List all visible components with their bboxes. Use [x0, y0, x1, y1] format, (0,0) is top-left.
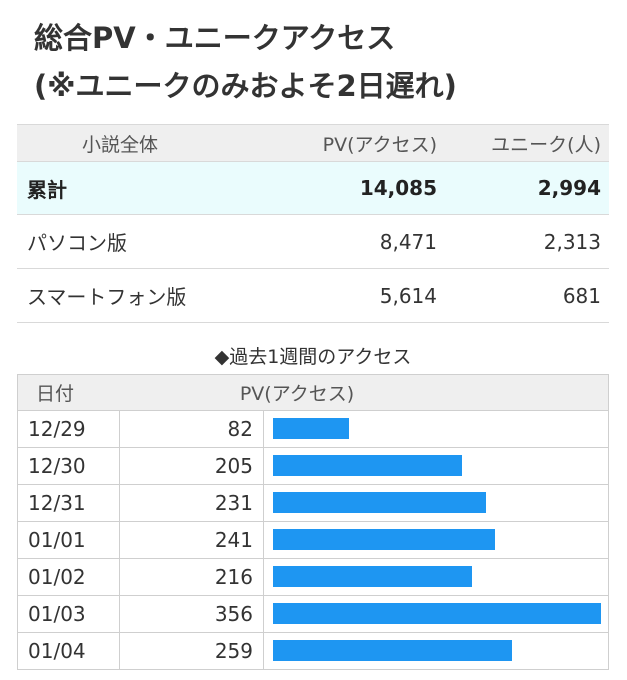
summary-row-pv: 5,614 — [379, 283, 437, 308]
weekly-pv-bar — [273, 418, 349, 439]
summary-header-unique: ユニーク(人) — [491, 133, 601, 156]
page-heading: 総合PV・ユニークアクセス (※ユニークのみおよそ2日遅れ) — [34, 14, 614, 110]
heading-line-2: (※ユニークのみおよそ2日遅れ) — [34, 69, 457, 103]
weekly-row-bar-cell — [264, 559, 608, 595]
weekly-pv-bar — [273, 603, 601, 624]
weekly-row-pv: 259 — [120, 633, 264, 669]
weekly-row-bar-cell — [264, 485, 608, 521]
summary-header-row: 小説全体 PV(アクセス) ユニーク(人) — [17, 124, 609, 162]
weekly-rows: 12/29 82 12/30 205 12/31 231 01/01 241 01/02 216 0… — [18, 411, 608, 670]
weekly-access-table: 日付 PV(アクセス) 12/29 82 12/30 205 12/31 231 01/01… — [17, 374, 609, 670]
summary-row-pv: 14,085 — [359, 176, 437, 200]
summary-table: 小説全体 PV(アクセス) ユニーク(人) 累計 14,085 2,994 パソ… — [17, 124, 609, 323]
weekly-row: 01/04 259 — [18, 633, 608, 670]
weekly-pv-bar — [273, 529, 495, 550]
weekly-row-pv: 231 — [120, 485, 264, 521]
weekly-row-date: 12/29 — [18, 411, 120, 447]
weekly-pv-bar — [273, 492, 486, 513]
summary-row-pc: パソコン版 8,471 2,313 — [17, 215, 609, 269]
summary-row-label: パソコン版 — [27, 231, 127, 255]
weekly-row-pv: 205 — [120, 448, 264, 484]
summary-row-label: 累計 — [27, 177, 67, 202]
weekly-section-title: ◆過去1週間のアクセス — [214, 346, 412, 368]
weekly-row: 12/30 205 — [18, 448, 608, 485]
weekly-row-bar-cell — [264, 411, 608, 447]
weekly-header-date: 日付 — [36, 383, 75, 405]
weekly-row-pv: 356 — [120, 596, 264, 632]
weekly-row-date: 01/01 — [18, 522, 120, 558]
weekly-row-date: 12/31 — [18, 485, 120, 521]
weekly-row-bar-cell — [264, 448, 608, 484]
weekly-row-date: 01/03 — [18, 596, 120, 632]
summary-row-pv: 8,471 — [379, 229, 437, 254]
summary-header-category: 小説全体 — [81, 133, 158, 156]
weekly-row-date: 01/04 — [18, 633, 120, 669]
summary-header-pv: PV(アクセス) — [322, 133, 437, 156]
weekly-row-date: 01/02 — [18, 559, 120, 595]
summary-row-label: スマートフォン版 — [27, 285, 187, 309]
weekly-row: 12/31 231 — [18, 485, 608, 522]
weekly-header-row: 日付 PV(アクセス) — [18, 374, 608, 411]
weekly-row-bar-cell — [264, 596, 608, 632]
weekly-row-pv: 82 — [120, 411, 264, 447]
weekly-header-pv: PV(アクセス) — [239, 383, 355, 405]
weekly-row: 01/01 241 — [18, 522, 608, 559]
summary-row-total: 累計 14,085 2,994 — [17, 162, 609, 215]
weekly-row-bar-cell — [264, 633, 608, 669]
weekly-row-pv: 241 — [120, 522, 264, 558]
weekly-row: 12/29 82 — [18, 411, 608, 448]
weekly-row: 01/02 216 — [18, 559, 608, 596]
summary-row-unique: 2,994 — [537, 176, 601, 200]
summary-row-smartphone: スマートフォン版 5,614 681 — [17, 269, 609, 323]
weekly-row-bar-cell — [264, 522, 608, 558]
weekly-pv-bar — [273, 566, 472, 587]
weekly-row: 01/03 356 — [18, 596, 608, 633]
weekly-row-pv: 216 — [120, 559, 264, 595]
summary-row-unique: 681 — [562, 283, 601, 308]
weekly-pv-bar — [273, 455, 462, 476]
summary-row-unique: 2,313 — [543, 229, 601, 254]
heading-line-1: 総合PV・ユニークアクセス — [34, 21, 396, 55]
weekly-pv-bar — [273, 640, 512, 661]
weekly-row-date: 12/30 — [18, 448, 120, 484]
